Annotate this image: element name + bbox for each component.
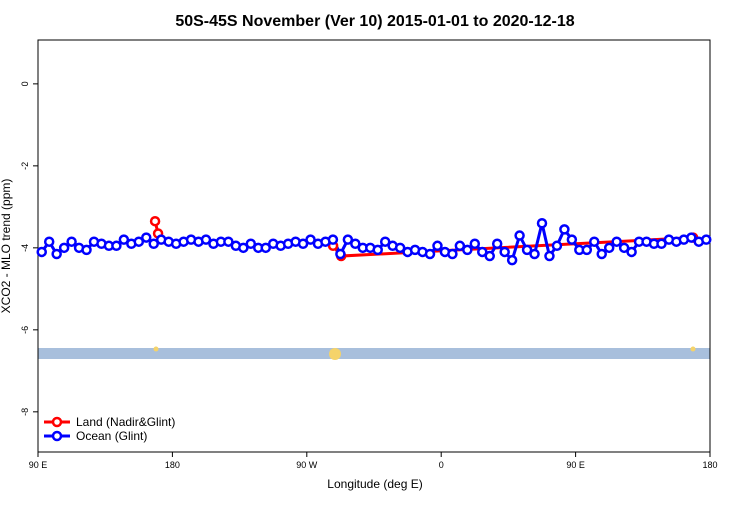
data-point bbox=[223, 236, 234, 247]
x-tick-label: 90 E bbox=[566, 460, 585, 470]
data-point bbox=[447, 248, 458, 260]
x-tick-label: 0 bbox=[439, 460, 444, 470]
data-point bbox=[603, 242, 615, 254]
plot-frame bbox=[37, 39, 711, 453]
data-point bbox=[589, 236, 600, 247]
data-point bbox=[529, 248, 540, 260]
data-point bbox=[506, 254, 518, 266]
x-tick-label: 180 bbox=[702, 460, 717, 470]
data-point bbox=[297, 238, 309, 249]
data-point bbox=[58, 242, 70, 254]
data-point bbox=[43, 236, 55, 247]
data-point bbox=[111, 240, 122, 252]
data-point bbox=[118, 234, 130, 245]
data-point bbox=[394, 242, 406, 254]
data-point bbox=[350, 238, 361, 249]
coverage-band bbox=[38, 348, 710, 359]
data-point bbox=[432, 240, 443, 252]
data-point bbox=[462, 244, 473, 256]
data-point bbox=[372, 244, 383, 256]
data-point bbox=[499, 246, 510, 258]
coverage-dot bbox=[329, 348, 341, 360]
y-tick-label: 0 bbox=[20, 81, 30, 86]
data-point bbox=[626, 246, 637, 258]
data-point bbox=[342, 234, 354, 245]
data-point bbox=[469, 238, 481, 249]
data-point bbox=[148, 238, 159, 249]
data-point bbox=[551, 240, 563, 252]
coverage-dot bbox=[153, 346, 159, 352]
data-point bbox=[491, 238, 503, 249]
data-point bbox=[477, 246, 488, 258]
x-tick-label: 90 W bbox=[296, 460, 318, 470]
coverage-dot bbox=[690, 346, 696, 352]
data-point bbox=[656, 238, 667, 249]
data-point bbox=[686, 232, 697, 243]
y-axis-label: XCO2 - MLO trend (ppm) bbox=[0, 179, 13, 314]
data-point bbox=[514, 230, 525, 241]
data-point bbox=[566, 234, 578, 245]
data-point bbox=[544, 250, 555, 262]
data-point bbox=[536, 217, 548, 229]
data-point bbox=[81, 244, 92, 256]
legend-marker bbox=[51, 416, 63, 428]
legend-label: Land (Nadir&Glint) bbox=[76, 415, 175, 429]
data-point bbox=[141, 232, 152, 243]
data-point bbox=[51, 248, 62, 260]
data-point bbox=[484, 250, 495, 262]
data-point bbox=[424, 248, 436, 260]
data-point bbox=[581, 244, 593, 256]
data-point bbox=[66, 236, 77, 247]
data-point bbox=[701, 234, 712, 245]
data-point bbox=[149, 215, 161, 227]
y-tick-label: -6 bbox=[20, 326, 30, 334]
chart-title: 50S-45S November (Ver 10) 2015-01-01 to … bbox=[175, 13, 574, 30]
data-point bbox=[245, 238, 257, 249]
data-point bbox=[335, 248, 346, 260]
data-point bbox=[260, 242, 271, 254]
data-point bbox=[454, 240, 466, 252]
data-point bbox=[238, 242, 249, 254]
data-point bbox=[618, 242, 630, 254]
y-tick-label: -8 bbox=[20, 408, 30, 416]
data-point bbox=[327, 234, 339, 245]
x-tick-label: 180 bbox=[165, 460, 180, 470]
data-point bbox=[521, 244, 533, 256]
data-point bbox=[305, 234, 316, 245]
legend-label: Ocean (Glint) bbox=[76, 429, 147, 443]
data-point bbox=[611, 236, 622, 247]
y-tick-label: -4 bbox=[20, 244, 30, 252]
x-axis-label: Longitude (deg E) bbox=[327, 477, 422, 491]
data-point bbox=[200, 234, 212, 245]
y-tick-label: -2 bbox=[20, 162, 30, 170]
data-point bbox=[36, 246, 47, 258]
data-point bbox=[596, 248, 607, 260]
legend-marker bbox=[51, 430, 63, 442]
data-point bbox=[379, 236, 391, 247]
x-tick-label: 90 E bbox=[29, 460, 48, 470]
data-point bbox=[559, 224, 570, 235]
data-point bbox=[133, 236, 145, 247]
